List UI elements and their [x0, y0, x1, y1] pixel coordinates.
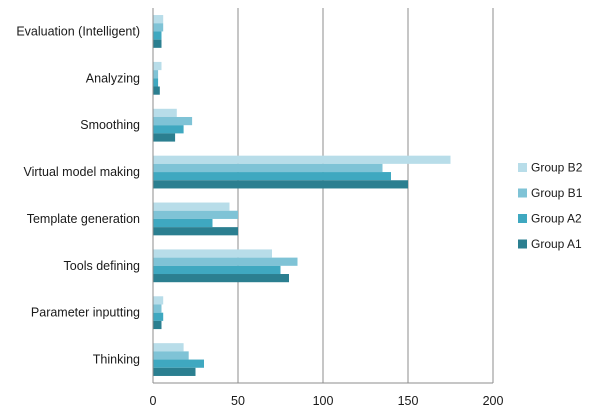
bar-group-a2 [153, 31, 162, 40]
bar-group-b2 [153, 155, 451, 164]
bar-group-b1 [153, 116, 193, 126]
bar-group-a1 [153, 227, 238, 236]
category-label: Tools defining [64, 259, 140, 273]
legend-label: Group A2 [531, 212, 582, 226]
category-label: Analyzing [86, 71, 140, 85]
bar-group-a1 [153, 180, 408, 189]
bar-group-b2 [153, 249, 272, 258]
legend-label: Group A1 [531, 237, 582, 251]
bar-group-b2 [153, 296, 164, 305]
bar-group-a1 [153, 320, 162, 330]
category-label: Evaluation (Intelligent) [16, 24, 140, 38]
category-label: Thinking [93, 353, 140, 367]
legend-label: Group B2 [531, 161, 583, 175]
bar-group-b2 [153, 61, 162, 71]
x-tick-label: 200 [483, 394, 504, 408]
category-label: Virtual model making [24, 165, 141, 179]
bar-group-b1 [153, 70, 159, 79]
category-label: Template generation [27, 212, 140, 226]
bar-group-b2 [153, 343, 184, 352]
bar-group-a1 [153, 86, 160, 95]
x-tick-label: 150 [398, 394, 419, 408]
legend-label: Group B1 [531, 186, 583, 200]
bar-group-a1 [153, 133, 176, 142]
bar-group-b1 [153, 163, 383, 173]
bar-group-a2 [153, 312, 164, 321]
bar-group-b1 [153, 304, 162, 313]
x-tick-label: 50 [231, 394, 245, 408]
x-tick-label: 0 [150, 394, 157, 408]
bar-group-b2 [153, 108, 177, 117]
bar-group-a2 [153, 78, 159, 87]
legend-swatch [518, 214, 527, 223]
bar-group-b1 [153, 23, 164, 32]
bar-group-a1 [153, 39, 162, 48]
bar-group-b1 [153, 210, 238, 219]
bar-group-a1 [153, 367, 196, 376]
bar-group-b1 [153, 257, 298, 266]
bar-group-a2 [153, 359, 204, 368]
bar-group-b2 [153, 15, 164, 24]
category-label: Smoothing [80, 118, 140, 132]
bar-group-a2 [153, 172, 391, 181]
legend-swatch [518, 239, 527, 249]
legend-swatch [518, 188, 527, 198]
bar-group-a2 [153, 218, 213, 228]
bar-group-a2 [153, 125, 184, 134]
category-label: Parameter inputting [31, 306, 140, 320]
bar-group-a2 [153, 265, 281, 275]
legend-swatch [518, 163, 527, 172]
x-tick-label: 100 [313, 394, 334, 408]
bar-group-b1 [153, 351, 189, 360]
bar-group-b2 [153, 202, 230, 211]
bar-group-a1 [153, 274, 289, 283]
